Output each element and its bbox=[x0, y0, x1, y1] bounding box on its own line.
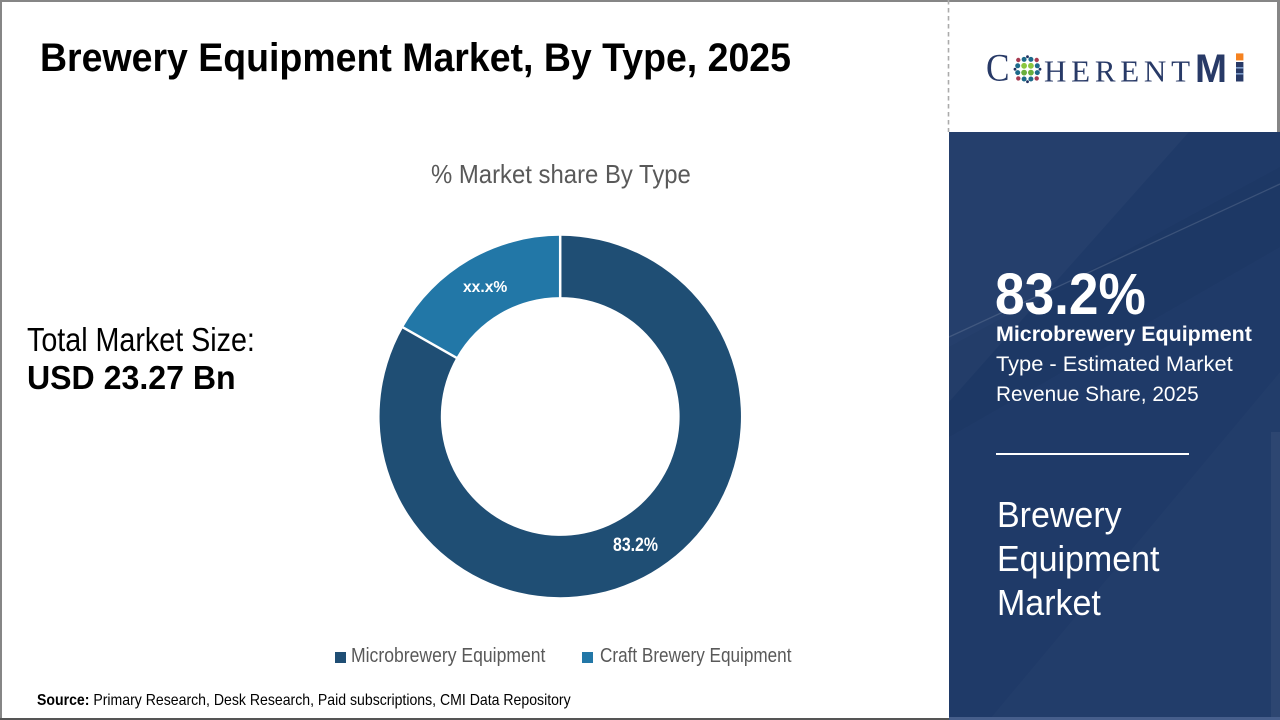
svg-text:HERENT: HERENT bbox=[1044, 53, 1190, 88]
svg-text:M: M bbox=[1195, 47, 1227, 91]
svg-text:C: C bbox=[986, 47, 1010, 90]
